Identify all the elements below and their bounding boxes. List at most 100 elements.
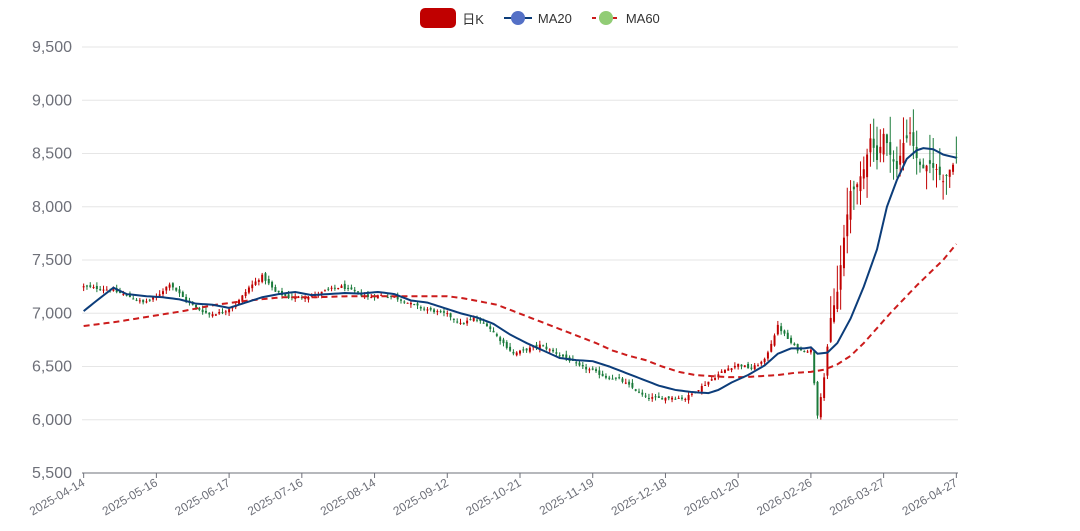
candle — [152, 297, 155, 302]
candle-body — [509, 346, 512, 351]
candle-body — [82, 286, 85, 288]
candle-body — [148, 299, 151, 301]
candle — [178, 285, 181, 297]
candle-body — [935, 168, 938, 170]
candle — [733, 362, 736, 370]
candle — [770, 340, 773, 353]
candle — [667, 396, 670, 401]
candle-body — [604, 375, 607, 378]
candle-body — [274, 287, 277, 292]
candle — [604, 373, 607, 380]
candle-body — [618, 377, 621, 379]
candle — [955, 136, 958, 164]
candle-body — [138, 300, 141, 302]
legend-item-ma60[interactable]: MA60 — [591, 11, 660, 26]
candle — [406, 302, 409, 304]
candle — [608, 375, 611, 381]
candle-body — [819, 397, 822, 418]
candle-body — [204, 310, 207, 313]
ma20-line — [83, 147, 957, 395]
candle — [171, 282, 174, 291]
candle-body — [191, 303, 194, 305]
candle — [175, 287, 178, 292]
candle — [142, 299, 145, 305]
candle — [505, 340, 508, 350]
candle-body — [634, 389, 637, 391]
candle — [846, 187, 849, 254]
candle-body — [287, 294, 290, 299]
candle-body — [393, 296, 396, 298]
candle — [578, 361, 581, 367]
candle-body — [552, 349, 555, 352]
candle — [168, 282, 171, 291]
candle — [376, 294, 379, 299]
candle-body — [502, 339, 505, 344]
candle — [400, 298, 402, 304]
candle — [522, 346, 525, 353]
candle — [899, 139, 902, 177]
x-tick-label: 2026-03-27 — [827, 475, 887, 518]
candle — [403, 300, 406, 304]
candle-body — [889, 142, 892, 155]
candle — [515, 351, 518, 357]
candle-body — [525, 348, 528, 351]
legend-item-candle[interactable]: 日K — [420, 8, 484, 28]
candle — [446, 310, 449, 317]
candle — [687, 392, 690, 404]
candle-body — [89, 285, 92, 287]
candle-body — [723, 369, 726, 373]
candle-body — [902, 142, 905, 163]
candle-body — [704, 384, 707, 386]
candle-body — [542, 345, 545, 347]
candle-body — [423, 308, 426, 310]
candle — [928, 134, 931, 174]
candle-body — [456, 321, 459, 323]
candle — [135, 298, 138, 302]
candle — [763, 357, 766, 365]
candle-body — [783, 330, 786, 334]
candle — [485, 321, 488, 327]
candle — [436, 309, 439, 316]
candle-body — [366, 294, 369, 297]
candle-body — [833, 305, 836, 322]
candle-body — [459, 322, 462, 324]
candle — [780, 322, 783, 335]
candle — [747, 361, 750, 369]
candle-body — [895, 160, 898, 170]
candle — [423, 306, 426, 312]
candle-body — [112, 289, 115, 291]
candle-body — [621, 378, 624, 382]
candle-body — [419, 306, 422, 309]
candle-body — [340, 285, 343, 289]
candle — [631, 379, 634, 390]
candle-body — [852, 186, 855, 190]
x-axis: 2025-04-14 2025-05-16 2025-06-17 2025-07-16… — [27, 472, 960, 518]
candle — [257, 278, 260, 286]
candle — [304, 295, 307, 302]
candle — [614, 377, 617, 381]
candle — [373, 294, 376, 301]
candle-body — [690, 393, 693, 395]
candle-body — [228, 309, 231, 313]
candle-body — [343, 283, 346, 290]
candle-body — [697, 390, 700, 392]
candle-body — [826, 346, 829, 376]
candle-body — [446, 313, 449, 315]
legend-item-ma20[interactable]: MA20 — [503, 11, 572, 26]
candle-body — [628, 381, 631, 385]
candle — [261, 272, 264, 284]
candle-body — [429, 308, 432, 310]
candle-body — [409, 302, 412, 305]
candle — [737, 363, 740, 370]
candle — [495, 332, 498, 338]
candle — [161, 288, 164, 298]
candle-body — [912, 132, 915, 146]
candle-body — [641, 392, 644, 395]
candle — [690, 393, 693, 397]
candle-body — [905, 135, 908, 139]
candle — [462, 322, 465, 325]
candle — [413, 303, 416, 306]
candle — [786, 329, 789, 340]
candle-body — [780, 326, 783, 332]
candle-body — [528, 347, 531, 352]
